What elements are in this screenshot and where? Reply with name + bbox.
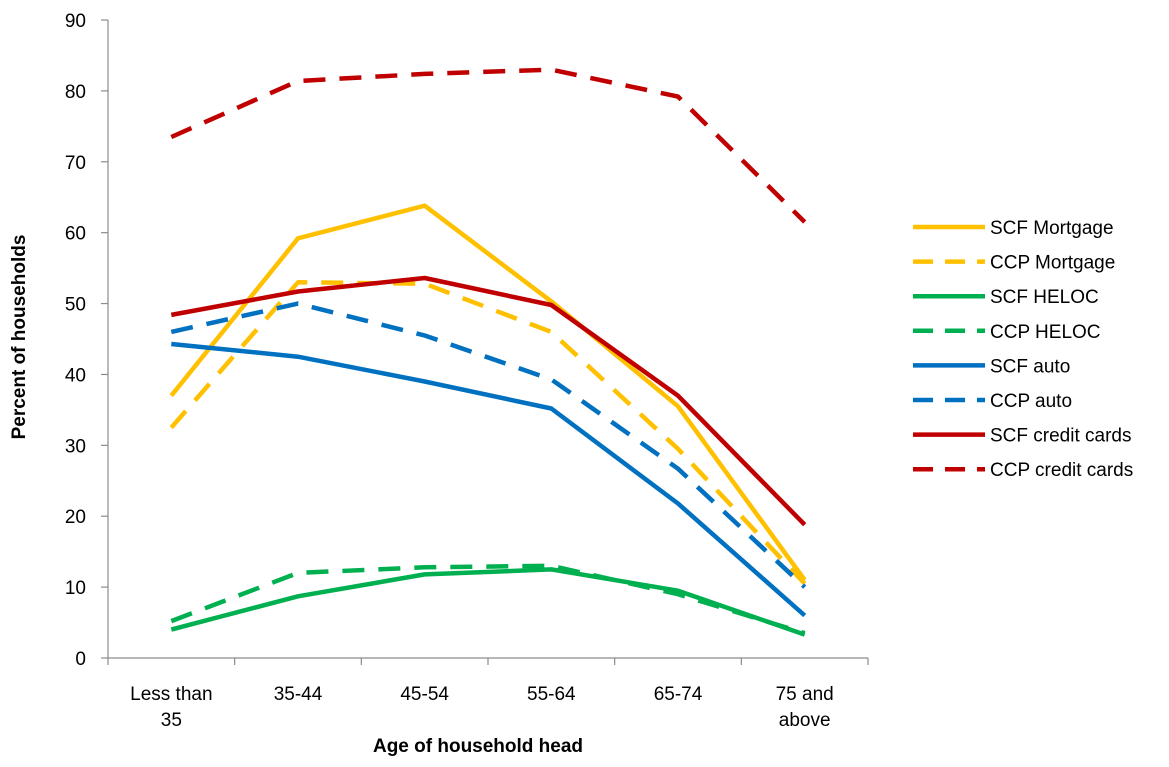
legend-item: SCF auto [913,356,1070,377]
y-axis-title: Percent of households [9,235,30,440]
y-tick-label: 10 [65,578,86,599]
y-tick-label: 80 [65,82,86,103]
legend-label: SCF Mortgage [990,218,1114,239]
y-tick-label: 30 [65,436,86,457]
legend-label: SCF credit cards [990,426,1131,447]
x-tick-label: 75 and above [776,684,834,731]
legend-item: SCF HELOC [913,287,1099,308]
x-tick-label-line: above [779,710,831,731]
series-line-scf-credit-cards [170,275,807,527]
x-tick-label: 55-64 [527,684,576,705]
legend-label: SCF HELOC [990,287,1099,308]
legend-label: CCP HELOC [990,322,1101,343]
series-line-scf-auto [171,341,807,618]
x-tick-label-line: 75 and [776,684,834,705]
legend-item: SCF credit cards [913,426,1131,447]
x-tick-label-line: 65-74 [654,684,703,705]
y-tick-label: 0 [75,649,86,670]
y-axis: 0 10 20 30 40 50 60 70 80 90 [65,11,109,670]
legend-item: CCP Mortgage [913,253,1115,274]
legend-item: SCF Mortgage [913,218,1114,239]
legend-label: CCP credit cards [990,460,1133,481]
x-tick-label: 35-44 [274,684,323,705]
x-tick-label-line: 35-44 [274,684,323,705]
x-axis: Less than 35 35-44 45-54 55-64 65-74 75 and abo… [107,657,869,731]
x-tick-label: 45-54 [400,684,449,705]
legend-label: CCP auto [990,391,1072,412]
legend-label: SCF auto [990,356,1070,377]
series-line-ccp-mortgage [169,280,807,586]
series-line-ccp-auto [170,301,807,589]
legend-item: CCP HELOC [913,322,1101,343]
x-tick-label-line: 45-54 [400,684,449,705]
series-line-ccp-heloc [170,563,806,636]
y-tick-label: 90 [65,11,86,32]
y-tick-label: 70 [65,153,86,174]
legend: SCF Mortgage CCP Mortgage SCF HELOC CCP HEL… [913,218,1133,481]
series-line-ccp-credit-cards [170,67,807,224]
legend-label: CCP Mortgage [990,253,1115,274]
x-tick-label: 65-74 [654,684,703,705]
y-tick-label: 60 [65,224,86,245]
x-tick-label-line: Less than [130,684,212,705]
y-tick-label: 20 [65,507,86,528]
series-line-scf-mortgage [169,203,807,582]
y-tick-label: 50 [65,295,86,316]
x-tick-label-line: 55-64 [527,684,576,705]
x-tick-label-line: 35 [161,710,182,731]
series-line-scf-heloc [170,567,806,637]
legend-item: CCP credit cards [913,460,1133,481]
x-axis-title: Age of household head [373,736,583,757]
legend-item: CCP auto [913,391,1072,412]
y-tick-label: 40 [65,365,86,386]
x-tick-label: Less than 35 [130,684,212,731]
series-layer [169,67,807,637]
